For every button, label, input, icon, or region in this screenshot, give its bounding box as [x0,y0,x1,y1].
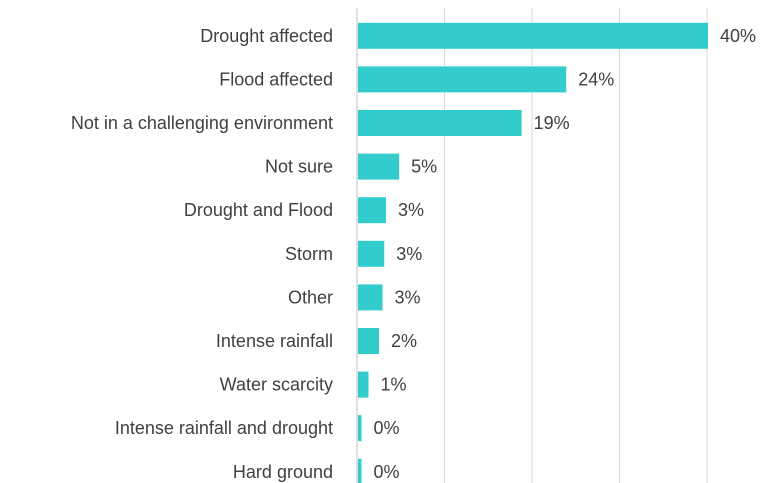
data-label: 3% [396,244,422,264]
category-label: Hard ground [233,462,333,482]
category-label: Water scarcity [220,375,333,395]
category-label: Intense rainfall and drought [115,418,333,438]
bar [358,153,400,180]
category-label: Storm [285,244,333,264]
bar [358,240,385,267]
bar [358,110,522,136]
bar [358,328,379,354]
data-label: 40% [720,26,756,46]
data-label: 19% [534,113,570,133]
category-label: Drought affected [200,26,333,46]
bar [358,66,567,93]
bar [358,197,386,224]
bar [358,22,708,49]
bar [358,415,362,442]
data-label: 24% [578,69,614,89]
category-labels: Drought affected Flood affected Not in a c… [71,26,333,482]
data-label: 2% [391,331,417,351]
data-label: 0% [374,462,400,482]
bar [358,458,362,483]
category-label: Intense rainfall [216,331,333,351]
value-labels: 40% 24% 19% 5% 3% 3% 3% 2% 1% 0% 0% [374,26,757,482]
data-label: 3% [395,287,421,307]
bar [358,284,383,311]
data-label: 3% [398,200,424,220]
category-label: Drought and Flood [184,200,333,220]
data-label: 0% [374,418,400,438]
category-label: Other [288,287,333,307]
bars [358,22,708,483]
category-label: Not sure [265,157,333,177]
data-label: 1% [381,375,407,395]
bar [358,371,369,398]
data-label: 5% [411,157,437,177]
category-label: Not in a challenging environment [71,113,333,133]
category-label: Flood affected [219,69,333,89]
